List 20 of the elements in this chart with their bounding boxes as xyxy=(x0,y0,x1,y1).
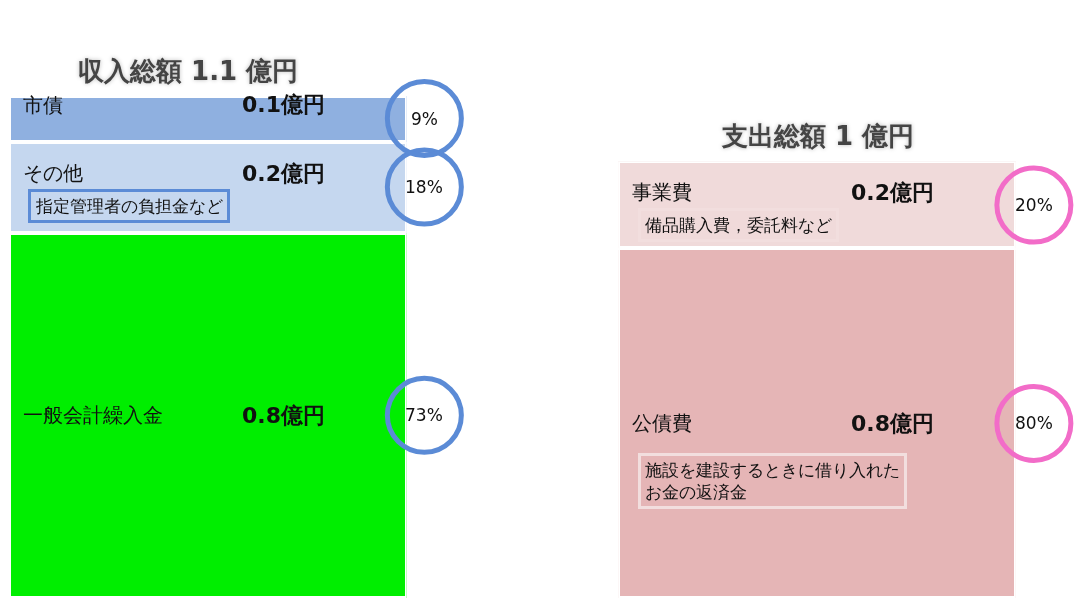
data-label: 0.1億円 xyxy=(242,92,325,117)
data-label: 0.2億円 xyxy=(242,161,325,186)
text: 9% xyxy=(411,109,438,129)
data-label: 0.2億円 xyxy=(851,180,934,205)
annotation: 指定管理者の負担金など xyxy=(35,196,223,216)
series-label: 公債費 xyxy=(632,411,692,435)
annotation: 73% xyxy=(405,405,443,425)
chart-title: 支出総額 1 億円 xyxy=(721,121,915,151)
series-label: 市債 xyxy=(23,93,63,117)
annotation: 18% xyxy=(405,177,443,197)
annotation: 備品購入費，委託料など xyxy=(645,215,832,235)
chart-title: 収入総額 1.1 億円 xyxy=(78,56,299,86)
series-label: 事業費 xyxy=(632,180,692,204)
series-label: その他 xyxy=(23,161,83,185)
annotation: 20% xyxy=(1015,195,1053,215)
annotation: 80% xyxy=(1015,413,1053,433)
data-label: 0.8億円 xyxy=(242,403,325,428)
annotation: 施設を建設するときに借り入れたお金の返済金 xyxy=(645,460,900,503)
series-label: 一般会計繰入金 xyxy=(23,403,163,427)
data-label: 0.8億円 xyxy=(851,411,934,436)
